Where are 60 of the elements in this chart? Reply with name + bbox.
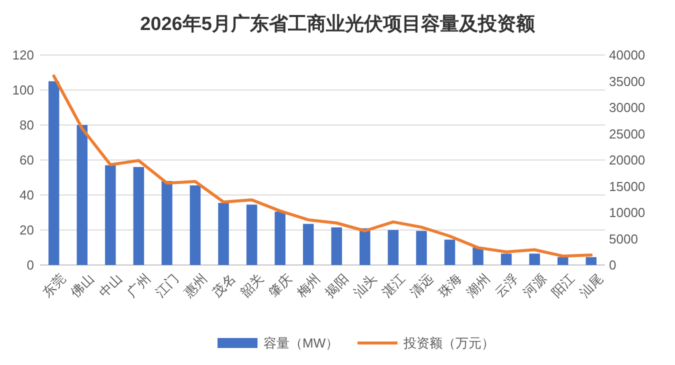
bar [586, 257, 597, 265]
x-tick-label: 揭阳 [322, 270, 352, 300]
x-tick-label: 阳江 [548, 270, 578, 300]
bar [218, 202, 229, 265]
bar [444, 240, 456, 265]
x-tick-label: 广州 [124, 270, 154, 300]
bar [48, 81, 60, 265]
bar [302, 224, 314, 265]
y2-tick-label: 15000 [609, 178, 646, 194]
y2-tick-label: 35000 [609, 74, 646, 89]
x-tick-label: 河源 [520, 270, 550, 300]
bar [105, 165, 116, 265]
x-tick-label: 中山 [96, 270, 125, 300]
y2-tick-label: 10000 [609, 205, 646, 220]
x-tick-label: 佛山 [68, 270, 97, 300]
x-tick-label: 惠州 [180, 270, 210, 301]
y2-tick-label: 20000 [609, 152, 646, 168]
legend-label: 容量（MW） [264, 336, 339, 351]
bar [529, 254, 540, 265]
x-tick-label: 潮州 [464, 270, 493, 300]
x-tick-label: 韶关 [237, 270, 266, 300]
y2-tick-label: 40000 [609, 48, 646, 63]
x-tick-label: 珠海 [435, 270, 464, 300]
bar [416, 230, 427, 265]
x-tick-label: 茂名 [209, 270, 238, 300]
y-tick-label: 80 [20, 118, 34, 133]
x-tick-label: 江门 [152, 270, 182, 300]
bar [162, 181, 172, 265]
bar [557, 257, 568, 265]
y-tick-label: 0 [26, 258, 34, 273]
x-tick-label: 汕头 [350, 270, 380, 300]
bar [388, 230, 399, 265]
bar [246, 204, 258, 265]
bar [360, 228, 370, 265]
x-tick-label: 云浮 [492, 270, 521, 300]
x-tick-label: 汕尾 [576, 270, 606, 300]
legend-label: 投资额（万元） [402, 336, 494, 351]
chart-title: 2026年5月广东省工商业光伏项目容量及投资额 [140, 13, 536, 35]
y-tick-label: 20 [20, 222, 34, 238]
bar [331, 227, 342, 265]
x-tick-label: 东莞 [39, 270, 68, 300]
bar [76, 125, 88, 265]
bar [472, 248, 484, 265]
bar [274, 212, 286, 265]
y2-tick-label: 0 [609, 258, 616, 273]
y-tick-label: 100 [12, 82, 34, 98]
y2-tick-label: 5000 [609, 231, 638, 246]
x-tick-label: 湛江 [378, 270, 408, 300]
bar [133, 167, 144, 265]
y2-tick-label: 25000 [609, 126, 646, 142]
x-tick-label: 清远 [407, 270, 436, 300]
line-series [52, 74, 593, 258]
bar [500, 254, 512, 265]
y-tick-label: 40 [20, 188, 34, 203]
x-tick-label: 肇庆 [266, 270, 295, 300]
x-tick-label: 梅州 [293, 270, 323, 301]
bar [190, 185, 201, 265]
y2-tick-label: 30000 [609, 100, 646, 116]
y-tick-label: 60 [20, 152, 34, 168]
y-tick-label: 120 [12, 48, 34, 63]
